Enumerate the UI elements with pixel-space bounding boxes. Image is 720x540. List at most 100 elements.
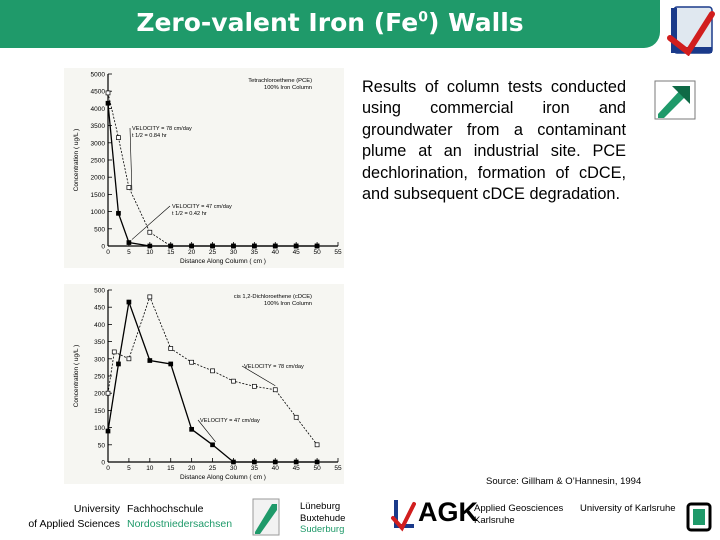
chart-title: Tetrachloroethene (PCE) <box>248 78 312 84</box>
annotation-arrow <box>129 127 133 191</box>
x-tick-label: 15 <box>167 249 175 256</box>
data-point-series-2 <box>231 459 236 465</box>
x-tick-label: 5 <box>127 465 131 472</box>
annotation-text: t 1/2 = 0.84 hr <box>132 133 167 139</box>
title-end: ) Walls <box>427 8 524 37</box>
x-tick-label: 40 <box>272 249 280 256</box>
x-tick-label: 20 <box>188 249 196 256</box>
y-tick-label: 1500 <box>91 192 106 199</box>
annotation-arrow <box>131 205 171 240</box>
y-tick-label: 4000 <box>91 106 106 113</box>
agk-line2: Karlsruhe <box>474 515 515 526</box>
annotation-arrow <box>241 365 276 387</box>
x-tick-label: 40 <box>272 465 280 472</box>
data-point-series-2 <box>189 243 194 249</box>
cdce-chart: 0 50 100 150 200 250 300 350 400 450 500 0 5 10 15 20 25… <box>64 284 344 484</box>
annotation-text: VELOCITY = 78 cm/day <box>132 126 192 132</box>
y-tick-label: 0 <box>101 460 105 467</box>
data-point-series-2 <box>126 299 132 305</box>
data-point-series-2 <box>252 459 257 465</box>
chart-subtitle: 100% Iron Column <box>264 301 312 307</box>
data-point-series-2 <box>314 243 320 249</box>
y-tick-label: 200 <box>94 391 105 398</box>
x-tick-label: 30 <box>230 249 238 256</box>
data-point-series-2 <box>105 428 111 434</box>
data-point-series-2 <box>116 210 121 216</box>
series-line-1 <box>107 92 318 247</box>
data-point-series-2 <box>189 426 194 432</box>
series-line-1 <box>107 295 318 446</box>
description-text: Results of column tests conducted using … <box>362 78 626 204</box>
town-list: Lüneburg Buxtehude Suderburg <box>300 501 345 536</box>
chart-title: cis 1,2-Dichloroethene (cDCE) <box>234 294 312 300</box>
data-point-series-1 <box>147 294 153 300</box>
title-superscript: 0 <box>418 9 428 26</box>
data-point-series-1 <box>293 414 299 420</box>
data-point-series-2 <box>168 361 174 367</box>
x-tick-label: 55 <box>334 465 342 472</box>
y-tick-label: 450 <box>94 305 105 312</box>
data-point-series-1 <box>168 346 174 351</box>
annotation-arrow <box>197 419 216 442</box>
x-tick-label: 15 <box>167 465 175 472</box>
chart-background <box>64 68 344 268</box>
y-tick-label: 250 <box>94 374 105 381</box>
agk-label: Applied Geosciences Karlsruhe <box>474 503 563 527</box>
annotation-text: t 1/2 = 0.42 hr <box>172 211 207 217</box>
data-point-series-1 <box>252 383 257 389</box>
data-point-series-1 <box>314 442 320 448</box>
x-tick-label: 50 <box>313 465 321 472</box>
x-tick-label: 25 <box>209 249 217 256</box>
annotation-text: VELOCITY = 47 cm/day <box>200 418 260 424</box>
university-label: University of Applied Sciences <box>10 502 120 532</box>
x-tick-label: 50 <box>313 249 321 256</box>
page-title: Zero-valent Iron (Fe0) Walls <box>0 8 660 37</box>
x-axis-label: Distance Along Column ( cm ) <box>180 474 266 481</box>
data-point-series-2 <box>210 442 215 448</box>
y-tick-label: 50 <box>98 442 106 449</box>
data-point-series-2 <box>147 243 153 249</box>
y-tick-label: 1000 <box>91 209 106 216</box>
y-tick-label: 400 <box>94 322 105 329</box>
data-point-series-1 <box>105 390 111 396</box>
karlsruhe-logo-icon <box>686 502 712 532</box>
data-point-series-1 <box>105 90 111 96</box>
data-point-series-1 <box>116 135 121 140</box>
data-point-series-2 <box>116 361 121 367</box>
series-line-2 <box>107 299 318 463</box>
town-2: Buxtehude <box>300 512 346 524</box>
y-axis-label: Concentration ( ug/L ) <box>73 345 80 408</box>
y-tick-label: 3500 <box>91 123 106 130</box>
x-tick-label: 35 <box>251 249 259 256</box>
annotation-text: VELOCITY = 47 cm/day <box>172 204 232 210</box>
green-arrow-logo-icon <box>654 80 696 120</box>
data-point-series-2 <box>272 243 278 249</box>
y-tick-label: 500 <box>94 226 105 233</box>
data-point-series-1 <box>111 349 117 355</box>
data-point-series-2 <box>126 240 132 245</box>
y-tick-label: 2000 <box>91 175 106 182</box>
fh-label: Fachhochschule Nordostniedersachsen <box>127 502 252 532</box>
x-tick-label: 55 <box>334 249 342 256</box>
x-tick-label: 35 <box>251 465 259 472</box>
x-axis-label: Distance Along Column ( cm ) <box>180 258 266 265</box>
town-1: Lüneburg <box>300 501 341 512</box>
x-tick-label: 0 <box>106 465 110 472</box>
agk-line1: Applied Geosciences <box>474 503 564 514</box>
x-tick-label: 25 <box>209 465 217 472</box>
data-point-series-2 <box>168 243 174 249</box>
y-tick-label: 300 <box>94 356 105 363</box>
y-tick-label: 4500 <box>91 89 106 96</box>
x-tick-label: 45 <box>293 249 301 256</box>
series-line-2 <box>107 103 318 247</box>
x-tick-label: 10 <box>146 249 154 256</box>
y-tick-label: 350 <box>94 339 105 346</box>
annotation-text: VELOCITY = 78 cm/day <box>244 364 304 370</box>
data-point-series-2 <box>252 243 257 249</box>
fh-line1: Fachhochschule <box>127 503 204 515</box>
data-point-series-2 <box>210 243 215 249</box>
x-tick-label: 30 <box>230 465 238 472</box>
x-tick-label: 45 <box>293 465 301 472</box>
data-point-series-2 <box>231 243 236 249</box>
data-point-series-2 <box>272 459 278 465</box>
